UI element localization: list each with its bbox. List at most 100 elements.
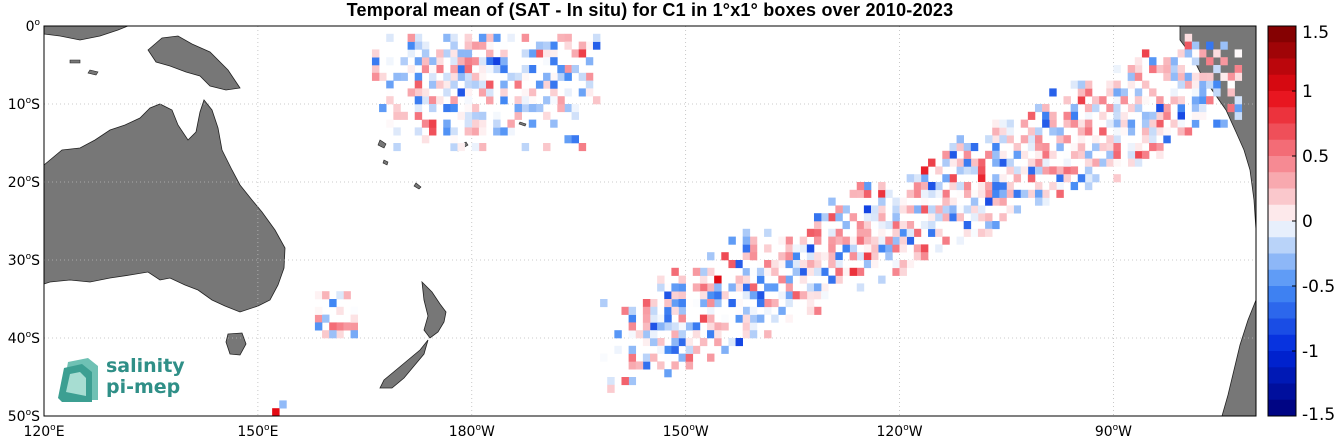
logo-text-salinity: salinity bbox=[106, 355, 185, 377]
data-cell bbox=[999, 182, 1007, 191]
data-cell bbox=[735, 260, 743, 269]
data-cell bbox=[657, 314, 665, 323]
data-cell bbox=[578, 72, 587, 81]
data-cell bbox=[835, 205, 843, 214]
data-cell bbox=[714, 275, 722, 284]
data-cell bbox=[1170, 96, 1178, 105]
data-cell bbox=[906, 221, 915, 230]
data-cell bbox=[1163, 111, 1171, 120]
data-cell bbox=[756, 260, 765, 269]
data-cell bbox=[928, 213, 936, 222]
data-cell bbox=[664, 283, 672, 292]
data-cell bbox=[906, 228, 915, 237]
data-cell bbox=[628, 306, 637, 315]
data-cell bbox=[949, 197, 957, 206]
data-cell bbox=[699, 267, 708, 276]
data-cell bbox=[1170, 57, 1178, 66]
data-cell bbox=[521, 104, 530, 113]
data-cell bbox=[628, 345, 637, 354]
data-cell bbox=[371, 72, 380, 81]
data-cell bbox=[1063, 150, 1071, 159]
data-cell bbox=[500, 41, 508, 50]
data-cell bbox=[550, 41, 558, 50]
colorbar-step bbox=[1268, 26, 1296, 43]
data-cell bbox=[1084, 127, 1093, 136]
data-cell bbox=[1134, 88, 1143, 97]
data-cell bbox=[450, 33, 458, 42]
data-cell bbox=[478, 57, 487, 66]
data-cell bbox=[928, 221, 936, 230]
data-cell bbox=[443, 80, 451, 89]
data-cell bbox=[1084, 150, 1093, 159]
data-cell bbox=[942, 150, 950, 159]
data-cell bbox=[650, 306, 658, 315]
land-tasmania bbox=[225, 332, 247, 356]
data-cell bbox=[1049, 111, 1057, 120]
data-cell bbox=[878, 205, 886, 214]
data-cell bbox=[493, 33, 501, 42]
data-cell bbox=[407, 33, 416, 42]
salinity-pi-mep-logo bbox=[58, 358, 98, 402]
data-cell bbox=[785, 275, 793, 284]
data-cell bbox=[970, 205, 979, 214]
data-cell bbox=[721, 291, 729, 300]
data-cell bbox=[1127, 119, 1136, 128]
data-cell bbox=[436, 57, 444, 66]
data-cell bbox=[878, 189, 886, 198]
data-cell bbox=[1206, 72, 1214, 81]
data-cell bbox=[1092, 135, 1100, 144]
data-cell bbox=[1134, 57, 1143, 66]
data-cell bbox=[443, 119, 451, 128]
data-cell bbox=[949, 205, 957, 214]
data-cell bbox=[928, 205, 936, 214]
data-cell bbox=[849, 236, 858, 245]
data-cell bbox=[992, 189, 1000, 198]
data-cell bbox=[1099, 143, 1107, 152]
latitude-labels: 0o 10oS 20oS 30oS 40oS 50oS bbox=[8, 18, 41, 425]
data-cell bbox=[906, 260, 915, 269]
data-cell bbox=[785, 314, 793, 323]
data-cell bbox=[685, 299, 694, 308]
data-cell bbox=[685, 338, 694, 347]
data-cell bbox=[892, 236, 900, 245]
data-cell bbox=[1070, 150, 1079, 159]
data-cell bbox=[920, 174, 929, 183]
data-cell bbox=[806, 260, 815, 269]
data-cell bbox=[578, 143, 587, 152]
data-cell bbox=[806, 283, 815, 292]
data-cell bbox=[721, 322, 729, 331]
data-cell bbox=[543, 57, 551, 66]
data-cell bbox=[785, 236, 793, 245]
data-cell bbox=[428, 65, 437, 74]
data-cell bbox=[1034, 182, 1043, 191]
data-cell bbox=[1227, 80, 1235, 89]
data-cell bbox=[607, 384, 615, 393]
data-cell bbox=[1084, 80, 1093, 89]
data-cell bbox=[585, 41, 594, 50]
data-cell bbox=[813, 283, 822, 292]
data-cell bbox=[1034, 143, 1043, 152]
data-cell bbox=[1191, 41, 1200, 50]
data-cell bbox=[735, 299, 743, 308]
data-cell bbox=[314, 306, 323, 315]
colorbar-tick-label: 0 bbox=[1302, 212, 1313, 232]
data-cell bbox=[657, 361, 665, 370]
data-cell bbox=[1099, 96, 1107, 105]
lat-tick-label: 0o bbox=[26, 18, 41, 35]
colorbar-tick-label: -1.5 bbox=[1302, 405, 1335, 425]
data-cell bbox=[970, 143, 979, 152]
data-cell bbox=[742, 275, 751, 284]
data-cell bbox=[878, 221, 886, 230]
data-cell bbox=[507, 119, 515, 128]
data-cell bbox=[821, 291, 829, 300]
data-cell bbox=[564, 104, 572, 113]
data-cell bbox=[813, 267, 822, 276]
data-cell bbox=[771, 260, 779, 269]
data-cell bbox=[970, 228, 979, 237]
lat-tick-label: 40oS bbox=[8, 330, 40, 347]
data-cell bbox=[742, 330, 751, 339]
data-cell bbox=[985, 197, 993, 206]
data-cell bbox=[322, 314, 330, 323]
colorbar-step bbox=[1268, 302, 1296, 319]
data-cell bbox=[871, 244, 879, 253]
